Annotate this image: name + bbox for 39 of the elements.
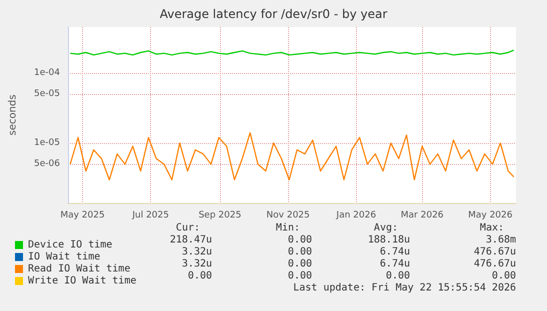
x-tick-label: May 2026 [468,210,513,220]
text: 476.67u [474,258,516,270]
chart-title: Average latency for /dev/sr0 - by year [160,7,388,21]
text: 218.47u [170,234,212,246]
text: 0.00 [188,270,212,282]
text: 0.00 [386,270,410,282]
text: 6.74u [380,258,410,270]
line-series [70,132,514,180]
legend-label: Read IO Wait time [28,264,130,274]
text: 0.00 [492,270,516,282]
text: 3.32u [182,258,212,270]
x-tick-label: Sep 2025 [198,210,242,220]
text: 0.00 [288,246,312,258]
x-tick-label: Jul 2025 [131,210,169,220]
x-tick-label: Mar 2026 [400,210,444,220]
text: Min: [276,222,300,234]
text: Cur: [176,222,200,234]
text: Avg: [374,222,398,234]
text: 6.74u [380,246,410,258]
text: 0.00 [288,270,312,282]
text: 476.67u [474,246,516,258]
y-tick-label: 1e-04 [34,68,60,78]
text: 0.00 [288,258,312,270]
y-tick-label: 5e-05 [34,88,60,99]
text: Last update: Fri May 22 15:55:54 2026 [293,282,516,294]
text: Max: [480,222,504,234]
y-axis-title: seconds [8,94,18,136]
legend-label: IO Wait time [28,252,100,262]
x-tick-label: Jan 2026 [335,210,376,220]
legend-label: Device IO time [28,240,112,250]
x-tick-label: Nov 2025 [266,210,310,220]
y-tick-label: 1e-05 [34,138,60,148]
x-tick-label: May 2025 [60,210,105,220]
y-tick-label: 5e-06 [34,159,60,170]
text: 0.00 [288,234,312,246]
text: 188.18u [368,234,410,246]
text: 3.32u [182,246,212,258]
legend-label: Write IO Wait time [28,276,136,286]
text: 3.68m [486,234,516,246]
